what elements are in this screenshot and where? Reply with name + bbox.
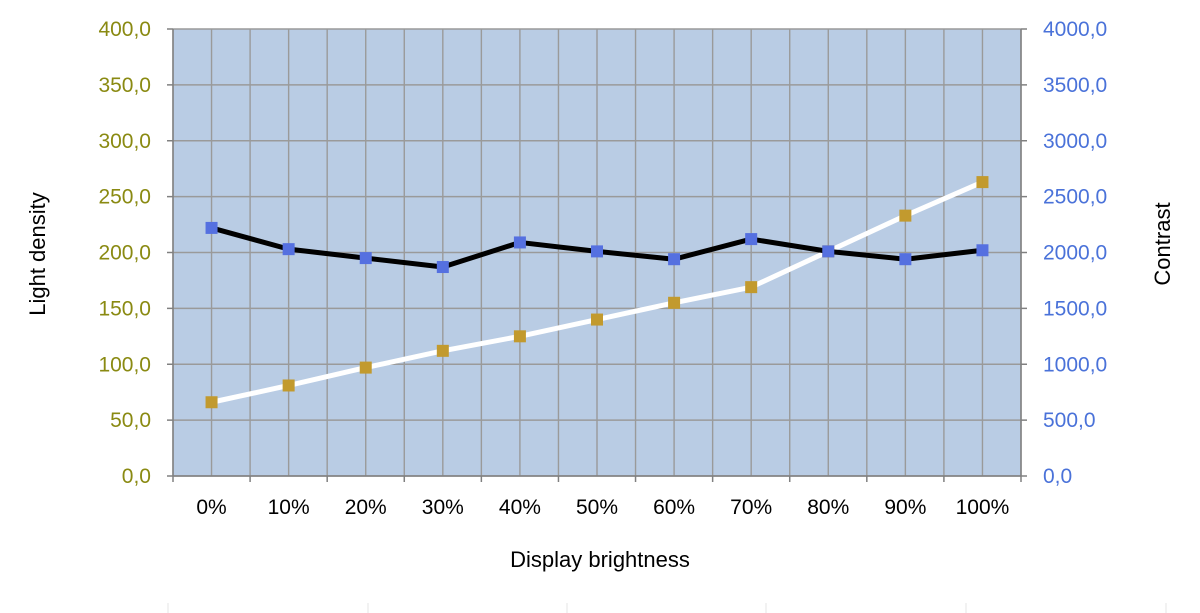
left-tick-label: 350,0: [98, 74, 151, 97]
right-tick-label: 3000,0: [1043, 130, 1107, 153]
data-point: [976, 244, 989, 257]
data-point: [822, 245, 835, 258]
data-point: [513, 330, 526, 343]
x-tick-label: 50%: [576, 496, 618, 519]
x-tick-label: 30%: [422, 496, 464, 519]
data-point: [436, 261, 449, 274]
left-tick-label: 250,0: [98, 186, 151, 209]
x-axis-title: Display brightness: [510, 547, 690, 572]
data-point: [668, 296, 681, 309]
left-tick-label: 0,0: [122, 465, 151, 488]
data-point: [513, 236, 526, 249]
right-tick-label: 1500,0: [1043, 297, 1107, 320]
left-tick-label: 100,0: [98, 353, 151, 376]
data-point: [359, 252, 372, 265]
left-axis-title: Light density: [25, 192, 50, 316]
x-tick-label: 40%: [499, 496, 541, 519]
bottom-rule: [167, 603, 1167, 613]
left-axis-ticks: 0,0 50,0 100,0 150,0 200,0 250,0 300,0 350,0 400…: [98, 18, 151, 488]
data-point: [899, 253, 912, 266]
x-tick-label: 90%: [884, 496, 926, 519]
x-axis-ticks: 0% 10% 20% 30% 40% 50% 60% 70% 80% 90% 100%: [196, 496, 1009, 519]
left-tick-label: 150,0: [98, 297, 151, 320]
data-point: [745, 281, 758, 294]
data-point: [745, 233, 758, 246]
right-tick-label: 4000,0: [1043, 18, 1107, 41]
data-point: [591, 245, 603, 258]
right-tick-label: 3500,0: [1043, 74, 1107, 97]
x-tick-label: 80%: [807, 496, 849, 519]
data-point: [976, 176, 989, 189]
data-point: [591, 313, 603, 326]
data-point: [359, 361, 372, 374]
right-tick-label: 2500,0: [1043, 186, 1107, 209]
x-tick-label: 70%: [730, 496, 772, 519]
left-tick-label: 50,0: [110, 409, 151, 432]
data-point: [282, 243, 295, 256]
right-axis-ticks: 0,0 500,0 1000,0 1500,0 2000,0 2500,0 3000,0 35…: [1043, 18, 1107, 488]
axes: [167, 28, 1027, 482]
data-point: [668, 253, 681, 266]
x-tick-label: 10%: [268, 496, 310, 519]
right-axis-title: Contrast: [1150, 202, 1175, 285]
right-tick-label: 2000,0: [1043, 242, 1107, 265]
data-point: [436, 344, 449, 357]
left-tick-label: 400,0: [98, 18, 151, 41]
data-point: [205, 221, 218, 234]
series-layer: [205, 176, 989, 409]
x-tick-label: 20%: [345, 496, 387, 519]
data-point: [205, 396, 218, 409]
x-tick-label: 60%: [653, 496, 695, 519]
data-point: [899, 209, 912, 222]
right-tick-label: 0,0: [1043, 465, 1072, 488]
x-tick-label: 100%: [956, 496, 1010, 519]
left-tick-label: 200,0: [98, 242, 151, 265]
right-tick-label: 1000,0: [1043, 353, 1107, 376]
data-point: [282, 379, 295, 392]
left-tick-label: 300,0: [98, 130, 151, 153]
x-tick-label: 0%: [196, 496, 226, 519]
right-tick-label: 500,0: [1043, 409, 1096, 432]
